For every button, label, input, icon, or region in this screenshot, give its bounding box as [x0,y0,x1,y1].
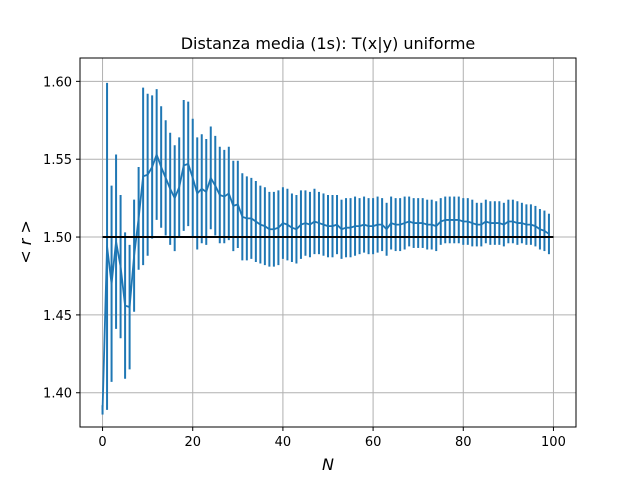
y-tick-label: 1.50 [43,231,72,246]
y-tick-label: 1.55 [43,153,72,168]
plot-area [101,82,554,415]
y-tick-label: 1.40 [43,387,72,402]
x-tick-label: 60 [365,435,382,450]
x-tick-label: 100 [541,435,566,450]
x-axis-label: N [322,455,334,474]
y-tick-label: 1.60 [43,75,72,90]
x-tick-label: 80 [455,435,472,450]
x-tick-label: 20 [184,435,201,450]
axes-frame [79,57,577,428]
ticks: 0 20 40 60 80 100 1.40 1.45 1.50 1.55 1.60 [43,75,566,450]
y-axis-label: < r > [16,220,35,264]
x-tick-label: 40 [275,435,292,450]
series-line [101,153,550,410]
x-tick-label: 0 [98,435,106,450]
chart-title: Distanza media (1s): T(x|y) uniforme [181,34,476,53]
y-tick-label: 1.45 [43,309,72,324]
